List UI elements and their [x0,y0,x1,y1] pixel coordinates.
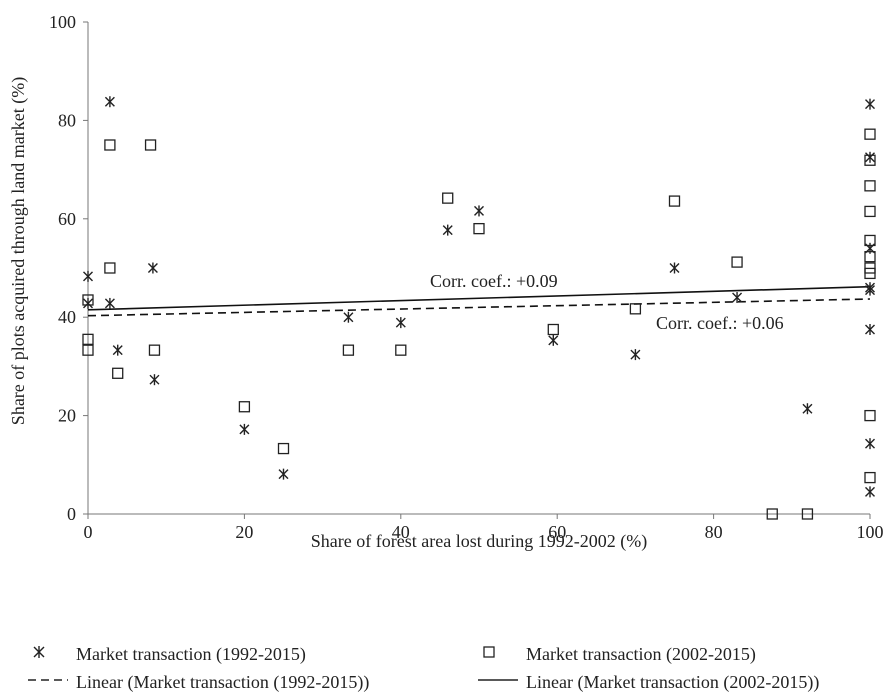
asterisk-point [343,311,354,323]
square-point [864,154,876,166]
axes: 0 20 40 60 80 100 0 20 40 60 80 100 [49,12,884,542]
asterisk-point [630,349,641,361]
square-point [82,333,94,345]
x-tick-label: 40 [392,522,410,542]
asterisk-point [104,297,115,309]
square-point [547,323,559,336]
x-tick-label: 20 [235,522,253,542]
asterisk-point [865,486,875,498]
square-point [864,205,876,218]
data-points [82,96,876,520]
square-point [864,409,876,422]
asterisk-point [865,98,875,110]
square-point [864,251,876,263]
asterisk-point [865,284,875,296]
square-point [864,267,876,280]
square-point [82,344,94,356]
square-point [238,401,251,413]
square-point [629,303,642,315]
y-tick-label: 100 [49,12,76,32]
square-point [442,192,454,204]
square-point [144,139,157,151]
asterisk-point [239,423,250,435]
y-tick-label: 20 [58,406,76,426]
square-point [277,442,290,455]
asterisk-point [83,297,93,309]
y-tick-label: 60 [58,209,76,229]
square-point [864,128,876,140]
x-tick-label: 100 [857,522,884,542]
asterisk-point [865,151,875,163]
square-point [864,180,876,192]
asterisk-point [802,403,813,415]
asterisk-point [104,96,115,108]
y-tick-label: 80 [58,110,76,130]
asterisk-point [669,262,680,274]
trendline-1992-2015 [87,298,871,317]
square-point [112,367,124,379]
trendlines [87,285,871,317]
square-point [473,222,485,235]
square-point [148,344,161,356]
y-axis-label: Share of plots acquired through land mar… [8,77,29,425]
square-point [82,294,94,306]
x-tick-label: 60 [548,522,566,542]
square-point [731,256,743,268]
asterisk-point [548,334,559,346]
corr-annotation-2002: Corr. coef.: +0.09 [430,271,558,291]
x-tick-label: 0 [84,522,93,542]
square-point [104,139,116,151]
y-tick-label: 0 [67,504,76,524]
square-point [766,508,778,520]
square-point [668,195,681,207]
x-tick-label: 80 [705,522,723,542]
asterisk-point [474,205,484,217]
asterisk-point [865,324,875,335]
asterisk-point [865,438,875,450]
asterisk-point [83,270,93,282]
square-point [395,344,407,356]
asterisk-point [278,468,289,480]
trendline-2002-2015 [87,285,871,311]
asterisk-point [147,262,158,274]
asterisk-point [732,292,743,304]
y-tick-label: 40 [58,307,76,327]
x-axis-label: Share of forest area lost during 1992-20… [311,531,647,552]
square-point [801,508,814,520]
asterisk-point [395,317,406,329]
annotations: Corr. coef.: +0.09 Corr. coef.: +0.06 [430,271,784,333]
asterisk-point [112,344,123,356]
asterisk-point [149,374,160,386]
square-point [864,471,876,484]
corr-annotation-1992: Corr. coef.: +0.06 [656,313,784,333]
square-point [104,262,116,274]
square-point [342,344,355,356]
asterisk-point [442,224,453,236]
square-point [864,234,876,247]
